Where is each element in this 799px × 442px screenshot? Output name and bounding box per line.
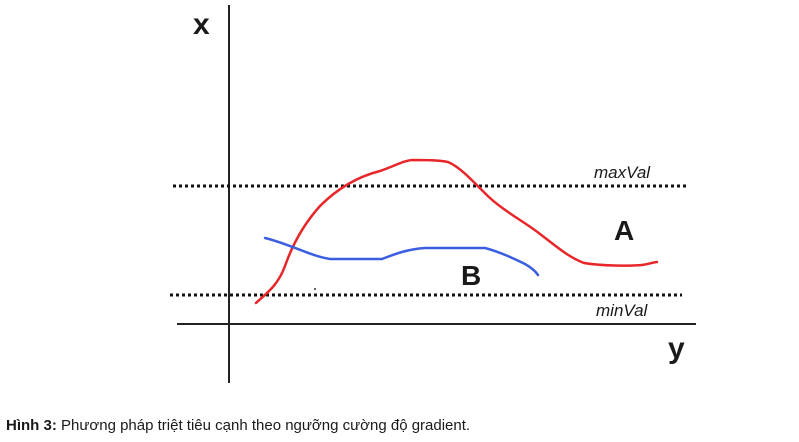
horizontal-axis-label: y <box>668 332 685 365</box>
max-threshold-label: maxVal <box>594 163 651 182</box>
min-threshold-label: minVal <box>596 301 649 320</box>
curve-b <box>263 236 540 277</box>
vertical-axis-label: x <box>193 8 210 41</box>
caption-text: Phương pháp triệt tiêu cạnh theo ngưỡng … <box>61 417 471 434</box>
gradient-threshold-diagram: x y maxVal minVal A B <box>170 5 696 383</box>
caption-label: Hình 3: <box>6 417 57 434</box>
curve-a <box>254 158 659 305</box>
figure-caption: Hình 3: Phương pháp triệt tiêu cạnh theo… <box>6 417 470 434</box>
stray-dot <box>314 288 316 290</box>
curve-a-label: A <box>614 215 634 246</box>
curve-b-label: B <box>461 260 481 291</box>
